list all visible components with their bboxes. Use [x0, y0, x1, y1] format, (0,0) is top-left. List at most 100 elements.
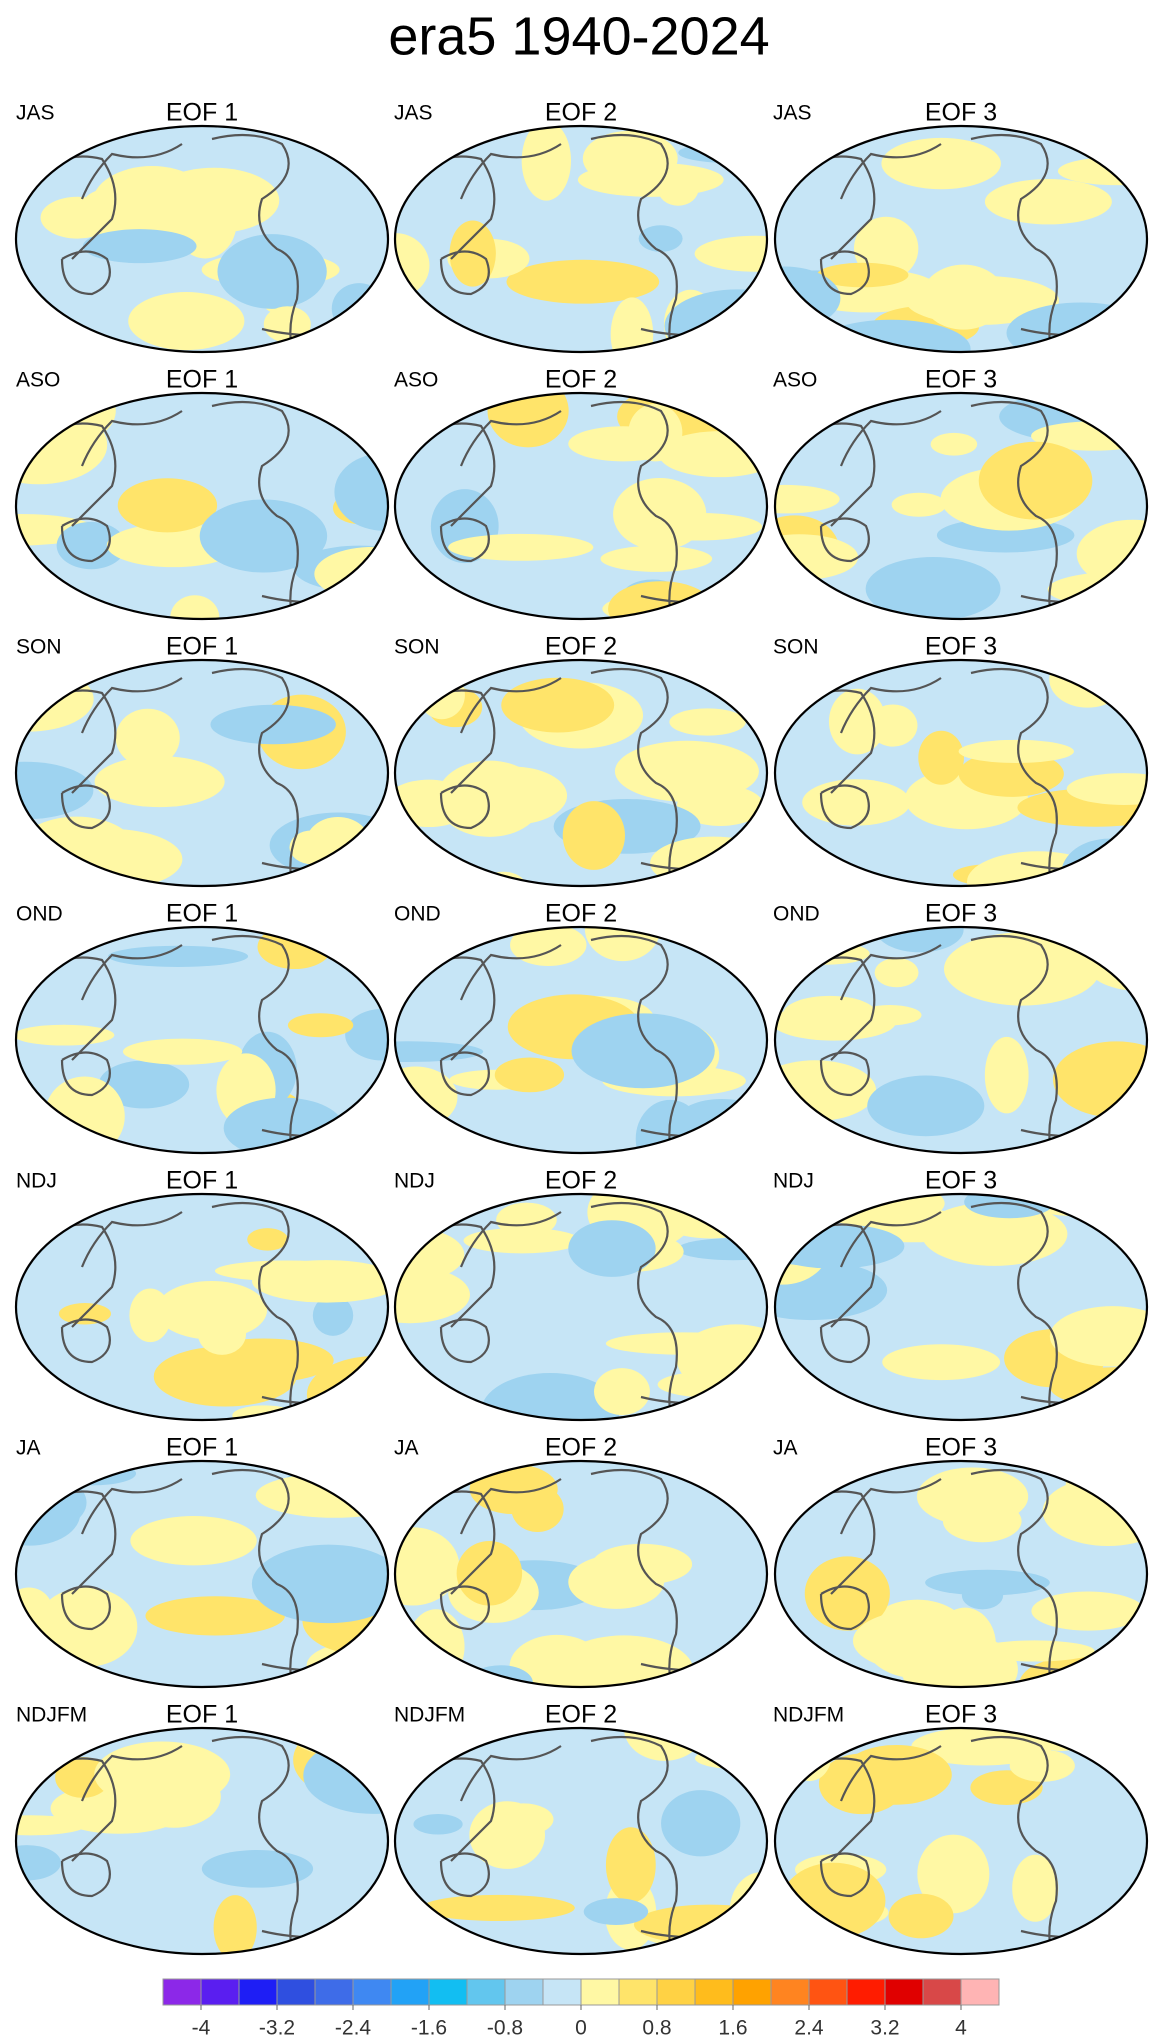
colorbar-swatch — [238, 1978, 278, 2006]
field-blob — [568, 426, 679, 462]
field-blob — [661, 1790, 741, 1857]
colorbar-tick-label: 4 — [955, 2017, 967, 2037]
map-outline — [773, 658, 1149, 888]
map-outline — [14, 124, 390, 354]
coastline — [410, 133, 742, 350]
coastline — [790, 1735, 1122, 1952]
field-blob — [130, 1516, 257, 1566]
season-label: NDJFM — [773, 1704, 844, 1727]
field-blob — [117, 478, 218, 533]
field-blob — [421, 1894, 575, 1922]
field-blob — [16, 761, 94, 820]
panel-title: EOF 1 — [166, 633, 238, 661]
field-blob — [312, 1295, 354, 1336]
field-blob — [334, 453, 388, 531]
panel-title: EOF 3 — [925, 900, 997, 928]
coastline — [31, 934, 363, 1151]
field-blob — [1066, 773, 1147, 805]
field-blob — [775, 534, 859, 581]
field-blob — [501, 677, 615, 733]
panel-title: EOF 2 — [545, 900, 617, 928]
field-blob — [115, 708, 180, 768]
field-blob — [395, 927, 480, 954]
field-blob — [82, 229, 197, 264]
field-blob — [155, 1280, 268, 1340]
season-label: ASO — [394, 369, 438, 392]
map-outline — [773, 1459, 1149, 1689]
coastline — [410, 400, 742, 617]
field-blob — [802, 779, 911, 826]
panel-title: EOF 3 — [925, 99, 997, 127]
colorbar-swatch — [162, 1978, 202, 2006]
map-panel — [395, 1728, 767, 1954]
colorbar-tick-label: 1.6 — [718, 2017, 747, 2037]
map-panel — [775, 660, 1147, 886]
colorbar-swatch — [276, 1978, 316, 2006]
field-blob — [787, 1728, 832, 1782]
field-blob — [487, 393, 569, 448]
field-blob — [217, 234, 327, 309]
coastline — [31, 1201, 363, 1418]
field-blob — [356, 1929, 388, 1954]
colorbar-tick-label: -1.6 — [411, 2017, 447, 2037]
map-outline — [393, 124, 769, 354]
field-blob — [984, 1036, 1029, 1114]
field-blob — [16, 1815, 87, 1836]
colorbar-tick-label: 3.2 — [870, 2017, 899, 2037]
field-blob — [506, 259, 660, 304]
field-blob — [918, 730, 964, 785]
field-blob — [521, 126, 572, 201]
coastline — [31, 133, 363, 350]
field-blob — [480, 1372, 620, 1420]
colorbar-tick-label: -0.8 — [487, 2017, 523, 2037]
map-outline — [393, 1192, 769, 1422]
field-blob — [1006, 302, 1147, 352]
season-label: OND — [394, 903, 441, 926]
colorbar-swatch — [200, 1978, 240, 2006]
field-blob — [251, 1544, 388, 1624]
map-outline — [773, 925, 1149, 1155]
season-label: JAS — [16, 102, 55, 125]
panel-title: EOF 3 — [925, 633, 997, 661]
field-blob — [925, 1569, 1050, 1596]
field-blob — [510, 927, 587, 967]
field-blob — [98, 1060, 190, 1109]
field-blob — [729, 1872, 767, 1951]
panel-title: EOF 1 — [166, 99, 238, 127]
coastline — [410, 934, 742, 1151]
field-blob — [568, 1555, 665, 1609]
field-blob — [40, 196, 115, 239]
field-blob — [122, 1038, 243, 1065]
field-blob — [678, 142, 767, 163]
field-blob — [448, 533, 594, 561]
field-blob — [153, 1346, 297, 1407]
field-blob — [571, 1013, 715, 1089]
field-blob — [263, 306, 311, 343]
season-label: NDJ — [394, 1170, 435, 1193]
field-blob — [828, 688, 886, 755]
colorbar-swatch — [808, 1978, 848, 2006]
field-blob — [92, 166, 212, 242]
field-blob — [456, 1540, 523, 1606]
field-blob — [345, 1009, 388, 1061]
season-label: ASO — [16, 369, 60, 392]
colorbar-tick-label: 0 — [575, 2017, 587, 2037]
coastline — [31, 400, 363, 617]
field-blob — [94, 756, 225, 808]
field-blob — [16, 1845, 61, 1881]
field-blob — [44, 1076, 125, 1153]
colorbar-swatch — [466, 1978, 506, 2006]
panel-title: EOF 3 — [925, 366, 997, 394]
field-blob — [874, 958, 919, 988]
field-blob — [1012, 1854, 1059, 1922]
field-blob — [978, 441, 1093, 520]
season-label: SON — [394, 636, 440, 659]
coastline — [410, 1201, 742, 1418]
field-blob — [247, 1228, 288, 1251]
map-outline — [773, 124, 1149, 354]
field-blob — [407, 1609, 465, 1684]
field-blob — [511, 1485, 564, 1532]
field-blob — [783, 995, 877, 1033]
map-panel — [775, 1194, 1147, 1420]
season-label: OND — [16, 903, 63, 926]
